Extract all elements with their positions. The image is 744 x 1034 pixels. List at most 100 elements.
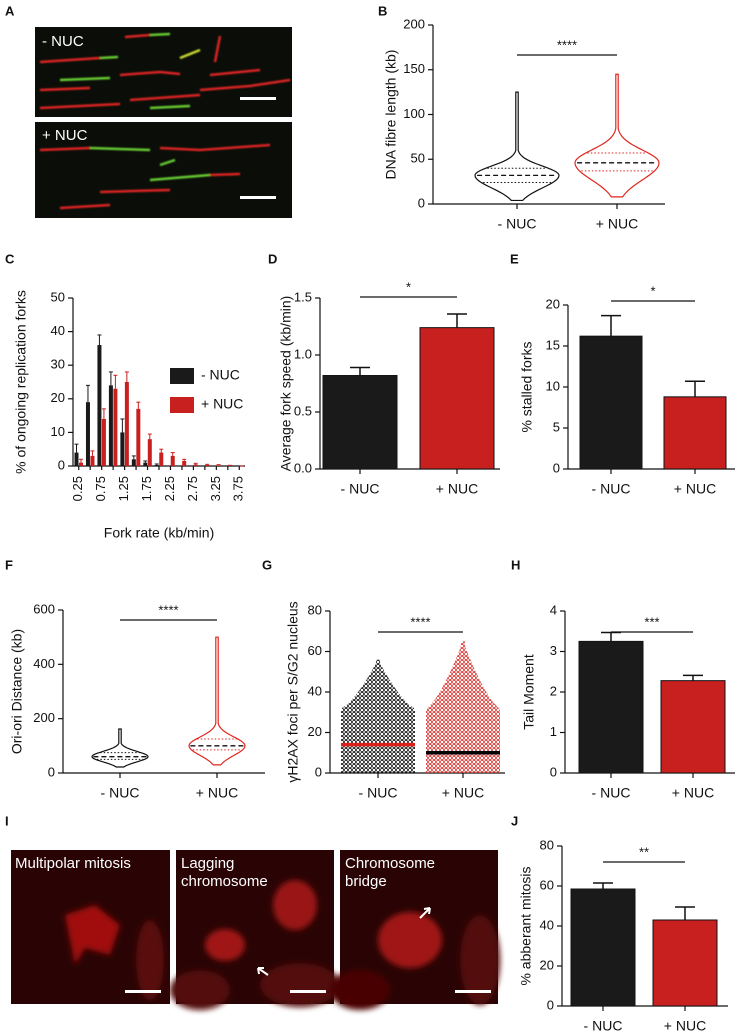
bar xyxy=(216,465,221,466)
y-tick-label: 1 xyxy=(550,724,557,739)
image-label: Multipolar mitosis xyxy=(15,855,131,872)
x-tick-label: 3.75 xyxy=(231,476,246,501)
y-axis-label: DNA fibre length (kb) xyxy=(383,50,399,180)
x-tick-label: + NUC xyxy=(436,481,478,497)
image-label: + NUC xyxy=(42,127,88,144)
significance-label: * xyxy=(406,279,411,294)
mitosis-image: Lagging chromosome xyxy=(170,850,340,1010)
y-tick-label: 0 xyxy=(58,457,65,472)
y-tick-label: 80 xyxy=(540,837,554,852)
y-tick-label: 1.5 xyxy=(294,289,312,304)
y-tick-label: 20 xyxy=(51,390,65,405)
significance-label: **** xyxy=(557,37,577,52)
bar xyxy=(193,464,198,466)
panel-letter: H xyxy=(511,557,520,572)
image-label: - NUC xyxy=(42,33,84,50)
bar xyxy=(143,462,148,466)
x-tick-label: - NUC xyxy=(101,785,140,801)
panel-letter: C xyxy=(5,251,15,266)
y-tick-label: 5 xyxy=(553,419,560,434)
image-label: Lagging xyxy=(181,855,234,872)
y-tick-label: 0 xyxy=(547,997,554,1012)
y-tick-label: 30 xyxy=(51,357,65,372)
bar xyxy=(124,382,129,466)
significance-label: **** xyxy=(410,614,430,629)
bar xyxy=(108,385,113,466)
x-tick-label: + NUC xyxy=(674,481,716,497)
x-tick-label: 3.25 xyxy=(208,476,223,501)
y-axis-label: γH2AX foci per S/G2 nucleus xyxy=(285,601,301,782)
x-tick-label: - NUC xyxy=(584,1018,623,1034)
y-tick-label: 0 xyxy=(48,764,55,779)
bar xyxy=(147,439,152,466)
legend-label: - NUC xyxy=(201,367,240,383)
x-tick-label: + NUC xyxy=(442,785,484,801)
bar xyxy=(74,452,79,466)
y-tick-label: 20 xyxy=(308,724,322,739)
y-tick-label: 20 xyxy=(540,957,554,972)
y-axis-label: % abberant mitosis xyxy=(518,866,534,985)
y-tick-label: 80 xyxy=(308,602,322,617)
significance-label: * xyxy=(650,283,655,298)
image-label: Chromosome xyxy=(345,855,435,872)
y-axis-label: Ori-ori Distance (kb) xyxy=(9,629,25,754)
y-tick-label: 100 xyxy=(403,106,425,121)
mitosis-image: Multipolar mitosis xyxy=(11,850,170,1004)
dot-cloud xyxy=(341,659,415,773)
bar xyxy=(579,335,643,470)
legend-swatch xyxy=(170,368,194,384)
bar xyxy=(131,459,136,466)
bar xyxy=(660,680,726,774)
panel-letter: F xyxy=(5,557,13,572)
x-tick-label: - NUC xyxy=(341,481,380,497)
significance-label: **** xyxy=(158,602,178,617)
bar xyxy=(101,418,106,466)
y-tick-label: 20 xyxy=(546,296,560,311)
y-axis-label: Tail Moment xyxy=(521,654,537,730)
y-tick-label: 2 xyxy=(550,683,557,698)
fibre-image: + NUC xyxy=(35,122,292,218)
bar xyxy=(570,888,636,1007)
bar xyxy=(578,640,644,774)
panel-letter: D xyxy=(268,251,277,266)
dot-cloud xyxy=(426,641,500,773)
bar xyxy=(85,402,90,466)
x-tick-label: 1.75 xyxy=(139,476,154,501)
bar xyxy=(136,408,141,466)
y-tick-label: 200 xyxy=(33,710,55,725)
x-tick-label: 2.75 xyxy=(185,476,200,501)
x-tick-label: - NUC xyxy=(592,785,631,801)
violin xyxy=(91,728,149,768)
y-tick-label: 3 xyxy=(550,643,557,658)
y-tick-label: 40 xyxy=(51,323,65,338)
bar xyxy=(419,327,495,470)
legend-label: + NUC xyxy=(201,396,243,412)
y-tick-label: 0.5 xyxy=(294,403,312,418)
y-axis-label: % of ongoing replication forks xyxy=(13,290,29,474)
bar xyxy=(113,388,118,466)
y-tick-label: 10 xyxy=(546,378,560,393)
panel-letter: I xyxy=(5,813,9,828)
legend-swatch xyxy=(170,397,194,413)
x-tick-label: - NUC xyxy=(592,481,631,497)
y-tick-label: 200 xyxy=(403,16,425,31)
x-tick-label: 2.25 xyxy=(162,476,177,501)
y-tick-label: 60 xyxy=(540,877,554,892)
y-tick-label: 50 xyxy=(51,289,65,304)
y-axis-label: Average fork speed (kb/min) xyxy=(278,296,294,472)
panel-letter: E xyxy=(510,251,519,266)
y-tick-label: 10 xyxy=(51,424,65,439)
bar xyxy=(663,396,727,470)
y-tick-label: 50 xyxy=(411,151,425,166)
bar xyxy=(79,462,83,466)
y-tick-label: 150 xyxy=(403,61,425,76)
bar xyxy=(170,455,175,466)
bar xyxy=(652,919,718,1007)
y-tick-label: 400 xyxy=(33,656,55,671)
y-tick-label: 0 xyxy=(315,764,322,779)
y-tick-label: 15 xyxy=(546,337,560,352)
x-tick-label: + NUC xyxy=(672,785,714,801)
bar xyxy=(97,345,102,466)
fibre-image: - NUC xyxy=(35,27,292,117)
